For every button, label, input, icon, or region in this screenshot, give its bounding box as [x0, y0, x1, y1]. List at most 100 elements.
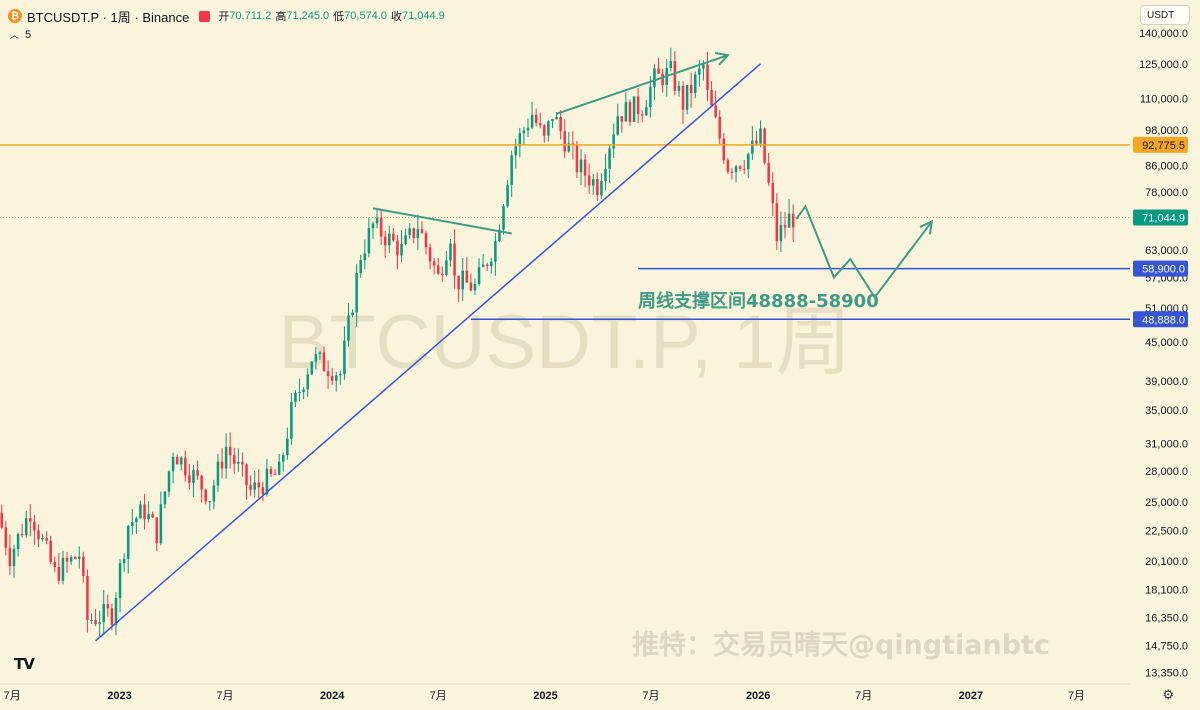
chevron-up-icon[interactable]: ︿	[10, 30, 20, 40]
candle-body	[77, 556, 81, 559]
candle-body	[126, 525, 130, 559]
candle-body	[775, 203, 779, 242]
candle-body	[538, 123, 542, 126]
candle-body	[730, 171, 734, 173]
candle-body	[632, 96, 636, 122]
candle-body	[196, 470, 199, 476]
candle-body	[653, 68, 656, 87]
symbol-title[interactable]: BTCUSDT.P · 1周 · Binance	[27, 9, 190, 25]
candle-body	[587, 175, 591, 186]
x-tick-label: 2026	[746, 690, 770, 702]
y-tick-label: 31,000.0	[1145, 438, 1188, 450]
candle-body	[143, 504, 146, 520]
level-price-label-bg	[1133, 311, 1188, 328]
x-tick-label: 7月	[430, 690, 447, 702]
y-tick-label: 78,000.0	[1145, 187, 1188, 199]
candle-body	[591, 179, 595, 186]
candle-body	[147, 514, 150, 520]
candle-body	[102, 603, 105, 623]
candle-body	[579, 159, 583, 173]
candle-body	[359, 260, 363, 273]
candle-body	[747, 153, 750, 170]
candle-body	[163, 491, 167, 505]
candle-body	[432, 261, 436, 266]
flag-icon	[199, 10, 211, 22]
drawing-arrow	[556, 54, 729, 115]
level-price-label: 48,888.0	[1142, 314, 1185, 326]
candle-body	[620, 116, 624, 122]
candle-body	[481, 264, 485, 268]
candle-body	[706, 64, 709, 90]
candle-body	[604, 168, 607, 181]
candle-body	[363, 253, 367, 261]
trendline	[95, 63, 762, 642]
candle-body	[4, 527, 8, 548]
candle-body	[559, 116, 562, 132]
candle-body	[693, 74, 697, 94]
candle-body	[608, 148, 611, 169]
candle-body	[33, 521, 36, 531]
candle-body	[131, 522, 134, 526]
candle-body	[330, 375, 334, 381]
close-key: 收	[390, 11, 402, 23]
y-tick-label: 13,350.0	[1145, 668, 1188, 680]
candle-body	[0, 512, 4, 528]
candle-body	[302, 389, 305, 393]
indicator-toggle[interactable]: ︿ 5	[10, 28, 31, 41]
candle-body	[624, 102, 628, 122]
candle-body	[135, 518, 138, 523]
y-tick-label: 39,000.0	[1145, 376, 1188, 388]
candle-body	[237, 461, 240, 464]
x-tick-label: 7月	[855, 690, 872, 702]
tradingview-logo-icon[interactable]: TV	[14, 655, 35, 673]
candle-body	[396, 240, 399, 256]
candle-body	[522, 130, 526, 134]
candle-body	[657, 68, 660, 74]
indicator-count: 5	[25, 28, 32, 41]
candle-body	[436, 265, 440, 274]
candle-body	[628, 102, 632, 122]
candle-body	[41, 537, 44, 540]
candle-body	[37, 530, 40, 540]
candle-body	[755, 140, 758, 144]
candle-body	[547, 121, 550, 136]
y-tick-label: 22,500.0	[1145, 525, 1188, 537]
candle-body	[224, 446, 228, 469]
candle-body	[24, 518, 28, 536]
candle-body	[290, 401, 293, 439]
candle-body	[498, 229, 501, 241]
candle-body	[8, 547, 12, 567]
candle-body	[49, 540, 52, 562]
candle-body	[20, 533, 24, 536]
gear-icon[interactable]: ⚙	[1162, 687, 1174, 702]
candle-body	[298, 392, 301, 394]
candle-body	[57, 566, 61, 581]
candle-body	[151, 514, 154, 518]
candle-body	[61, 557, 65, 581]
candle-body	[649, 86, 652, 108]
level-price-label: 92,775.5	[1142, 140, 1185, 152]
candle-body	[175, 456, 179, 465]
candle-body	[616, 116, 620, 135]
candle-body	[698, 68, 701, 75]
candle-body	[673, 61, 677, 91]
currency-select[interactable]: USDT	[1140, 5, 1190, 25]
level-price-label: 58,900.0	[1142, 264, 1185, 276]
candle-body	[269, 468, 273, 474]
y-tick-label: 140,000.0	[1139, 28, 1188, 40]
candle-body	[171, 456, 175, 472]
candle-body	[404, 235, 407, 245]
candle-body	[477, 267, 481, 285]
candle-body	[334, 375, 338, 381]
candle-body	[742, 168, 746, 170]
candle-body	[518, 133, 522, 147]
candle-body	[494, 240, 497, 262]
candle-body	[261, 487, 265, 495]
candle-body	[453, 243, 456, 276]
x-tick-label: 7月	[1068, 690, 1085, 702]
candle-body	[771, 182, 775, 204]
candle-body	[139, 504, 142, 519]
candle-body	[490, 261, 493, 267]
y-tick-label: 28,000.0	[1145, 466, 1188, 478]
